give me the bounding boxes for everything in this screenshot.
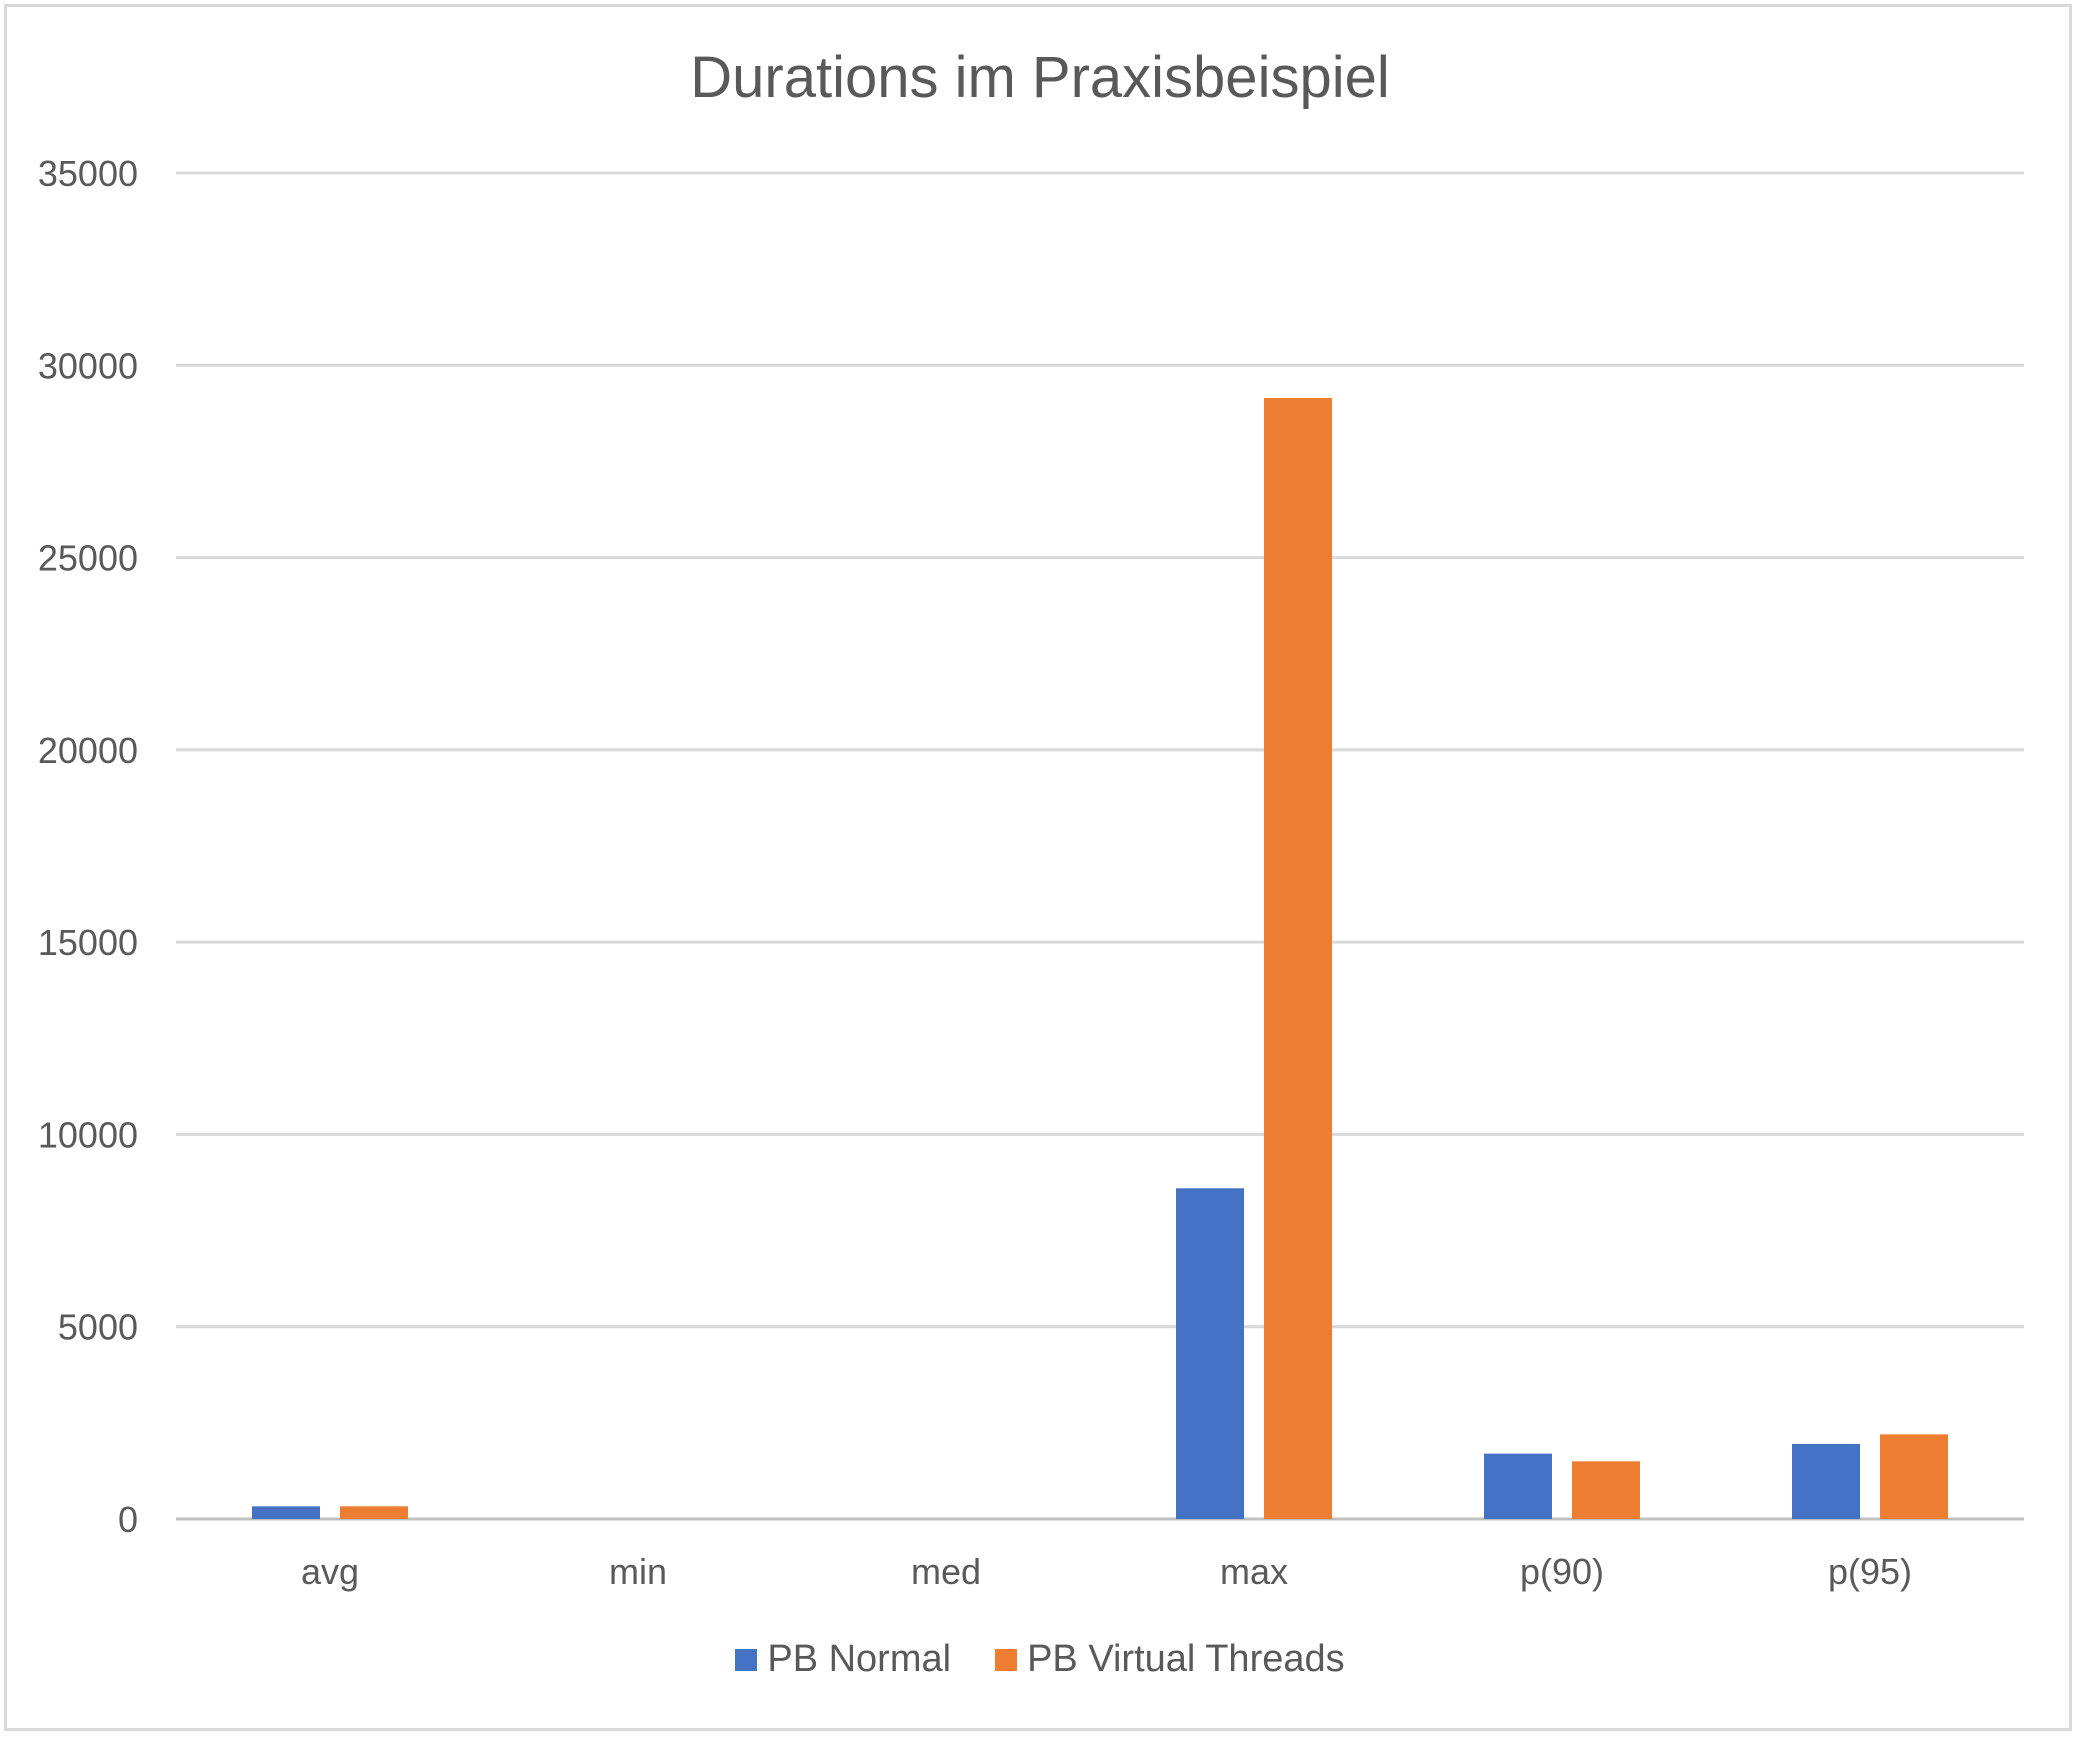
y-tick-label: 20000 [38,730,138,771]
legend-label-pb-normal: PB Normal [767,1638,951,1681]
x-tick-label: med [911,1551,981,1592]
legend-item-pb-virtual-threads: PB Virtual Threads [995,1638,1345,1681]
bar-pb-normal [252,1506,320,1519]
bar-pb-virtual-threads [340,1506,408,1519]
bar-pb-virtual-threads [1572,1461,1640,1519]
y-tick-label: 15000 [38,922,138,963]
legend-swatch-pb-normal [735,1649,757,1671]
legend-label-pb-virtual-threads: PB Virtual Threads [1027,1638,1345,1681]
bar-pb-normal [1792,1444,1860,1519]
y-tick-label: 35000 [38,153,138,194]
x-tick-label: p(95) [1828,1551,1912,1592]
bar-pb-normal [1176,1188,1244,1519]
y-tick-label: 10000 [38,1114,138,1155]
bar-pb-normal [1484,1454,1552,1519]
y-tick-label: 5000 [58,1307,138,1348]
x-tick-label: min [609,1551,667,1592]
bar-pb-virtual-threads [1264,398,1332,1519]
legend-swatch-pb-virtual-threads [995,1649,1017,1671]
legend-item-pb-normal: PB Normal [735,1638,951,1681]
x-tick-label: avg [301,1551,359,1592]
y-tick-label: 25000 [38,538,138,579]
x-tick-label: p(90) [1520,1551,1604,1592]
y-tick-label: 0 [118,1499,138,1540]
x-tick-label: max [1220,1551,1288,1592]
y-tick-label: 30000 [38,345,138,386]
legend: PB Normal PB Virtual Threads [0,1638,2080,1681]
bar-pb-virtual-threads [1880,1434,1948,1519]
